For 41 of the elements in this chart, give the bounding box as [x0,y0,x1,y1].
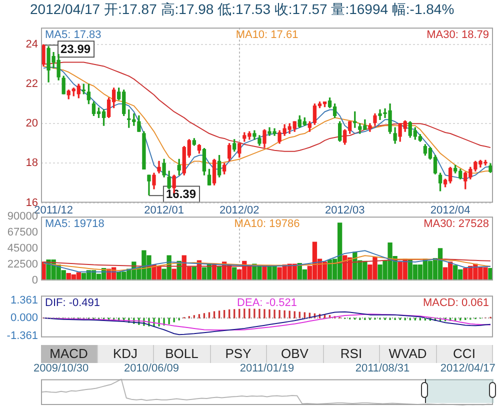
y-tick-label: 0 [32,274,38,286]
text: MA30: 27528 [424,218,489,230]
y-tick-label: 1.361 [10,294,38,306]
y-tick-label: 67500 [7,226,38,239]
series-label: DEA: -0.521 [237,297,297,310]
text: MA30: 18.79 [426,29,489,42]
x-tick-label: 2011/08/31 [355,362,410,375]
text: BOLL [154,345,210,363]
x-tick-label: 2012/04/17 [440,362,496,375]
text: WVAD [380,345,436,363]
x-tick-label: 2009/10/30 [34,362,89,375]
series-label: MACD: 0.061 [422,297,489,310]
y-tick-label: 45000 [7,242,38,255]
annotation: 16.39 [166,187,196,202]
y-tick-label: 22 [26,78,38,90]
annotation: 23.99 [60,42,91,56]
text: MA5: 17.83 [45,29,102,42]
y-tick-label: 0.000 [10,312,38,324]
text: MACD [41,345,98,363]
x-tick-label: 2012/03 [324,204,365,216]
chart-title: 2012/04/17 开:17.87 高:17.98 低:17.53 收:17.57 量:16994 幅:-1.84% [30,1,454,19]
y-tick-label: 18 [26,157,38,170]
text: KDJ [98,345,154,363]
text: CCI [436,345,493,363]
x-tick-label: 2012/01 [144,204,184,216]
text: MA10: 17.61 [236,29,298,42]
x-tick-label: 2010/06/09 [124,362,180,375]
text: OBV [267,345,324,363]
y-tick-label: -1.361 [6,330,38,342]
text: RSI [324,345,380,363]
y-tick-label: 90000 [7,210,38,223]
x-tick-label: 2011/01/19 [240,362,294,375]
x-tick-label: 2012/02 [219,204,260,216]
y-tick-label: 20 [26,118,38,130]
text: PSY [210,345,267,363]
series-label: DIF: -0.491 [45,297,100,310]
text: MA10: 19786 [234,218,300,230]
y-tick-label: 24 [26,38,38,50]
y-tick-label: 22500 [7,258,38,270]
text: MA5: 19718 [45,218,104,230]
x-tick-label: 2012/04 [430,204,470,216]
